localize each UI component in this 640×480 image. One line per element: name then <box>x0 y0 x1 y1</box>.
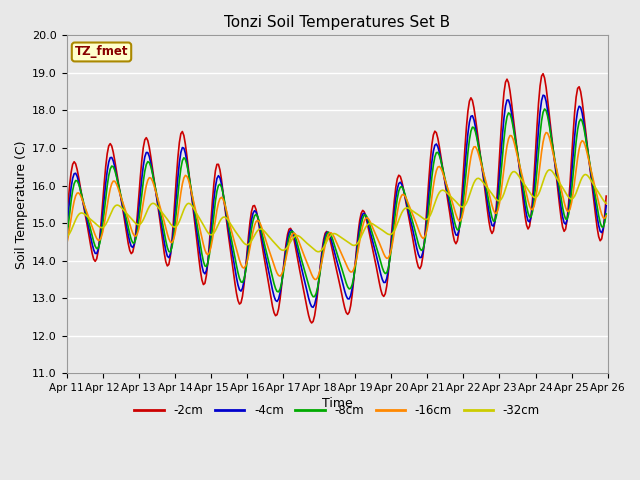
-2cm <box>575 84 583 90</box>
-2cm <box>242 267 250 273</box>
-16cm <box>602 213 610 219</box>
-4cm <box>309 304 317 310</box>
-32cm <box>223 216 231 222</box>
-32cm <box>242 241 250 247</box>
-8cm <box>129 240 136 246</box>
-4cm <box>242 268 250 274</box>
-16cm <box>129 230 136 236</box>
Line: -2cm: -2cm <box>67 74 606 323</box>
Line: -4cm: -4cm <box>67 95 606 307</box>
-8cm <box>602 211 610 217</box>
Legend: -2cm, -4cm, -8cm, -16cm, -32cm: -2cm, -4cm, -8cm, -16cm, -32cm <box>130 399 545 421</box>
-32cm <box>602 201 610 206</box>
Title: Tonzi Soil Temperatures Set B: Tonzi Soil Temperatures Set B <box>224 15 450 30</box>
-2cm <box>308 320 316 326</box>
-8cm <box>299 261 307 266</box>
-8cm <box>223 216 231 221</box>
-4cm <box>602 203 610 209</box>
-8cm <box>541 106 548 112</box>
-2cm <box>540 71 547 77</box>
-32cm <box>316 249 323 254</box>
-4cm <box>223 220 231 226</box>
-8cm <box>309 294 317 300</box>
-16cm <box>299 249 307 254</box>
Line: -8cm: -8cm <box>67 109 606 297</box>
-4cm <box>299 270 307 276</box>
-16cm <box>242 264 250 269</box>
-16cm <box>312 276 320 282</box>
-4cm <box>129 244 136 250</box>
Y-axis label: Soil Temperature (C): Soil Temperature (C) <box>15 140 28 269</box>
-4cm <box>540 92 547 98</box>
-16cm <box>251 223 259 228</box>
-2cm <box>63 218 70 224</box>
-2cm <box>602 193 610 199</box>
-32cm <box>251 233 259 239</box>
-32cm <box>299 236 307 242</box>
-16cm <box>223 212 231 217</box>
-8cm <box>251 213 259 219</box>
-4cm <box>63 228 70 234</box>
Line: -32cm: -32cm <box>67 170 606 252</box>
-2cm <box>251 203 259 208</box>
Line: -16cm: -16cm <box>67 132 606 279</box>
-4cm <box>575 103 583 109</box>
-2cm <box>299 282 307 288</box>
-32cm <box>545 167 553 173</box>
-32cm <box>129 217 136 223</box>
-4cm <box>251 208 259 214</box>
X-axis label: Time: Time <box>322 397 353 410</box>
-2cm <box>129 249 136 255</box>
Text: TZ_fmet: TZ_fmet <box>75 46 128 59</box>
-16cm <box>63 242 70 248</box>
-16cm <box>575 146 583 152</box>
-8cm <box>575 119 583 125</box>
-2cm <box>223 225 231 231</box>
-32cm <box>575 182 583 188</box>
-8cm <box>63 237 70 243</box>
-32cm <box>63 234 70 240</box>
-8cm <box>242 269 250 275</box>
-16cm <box>542 130 550 135</box>
